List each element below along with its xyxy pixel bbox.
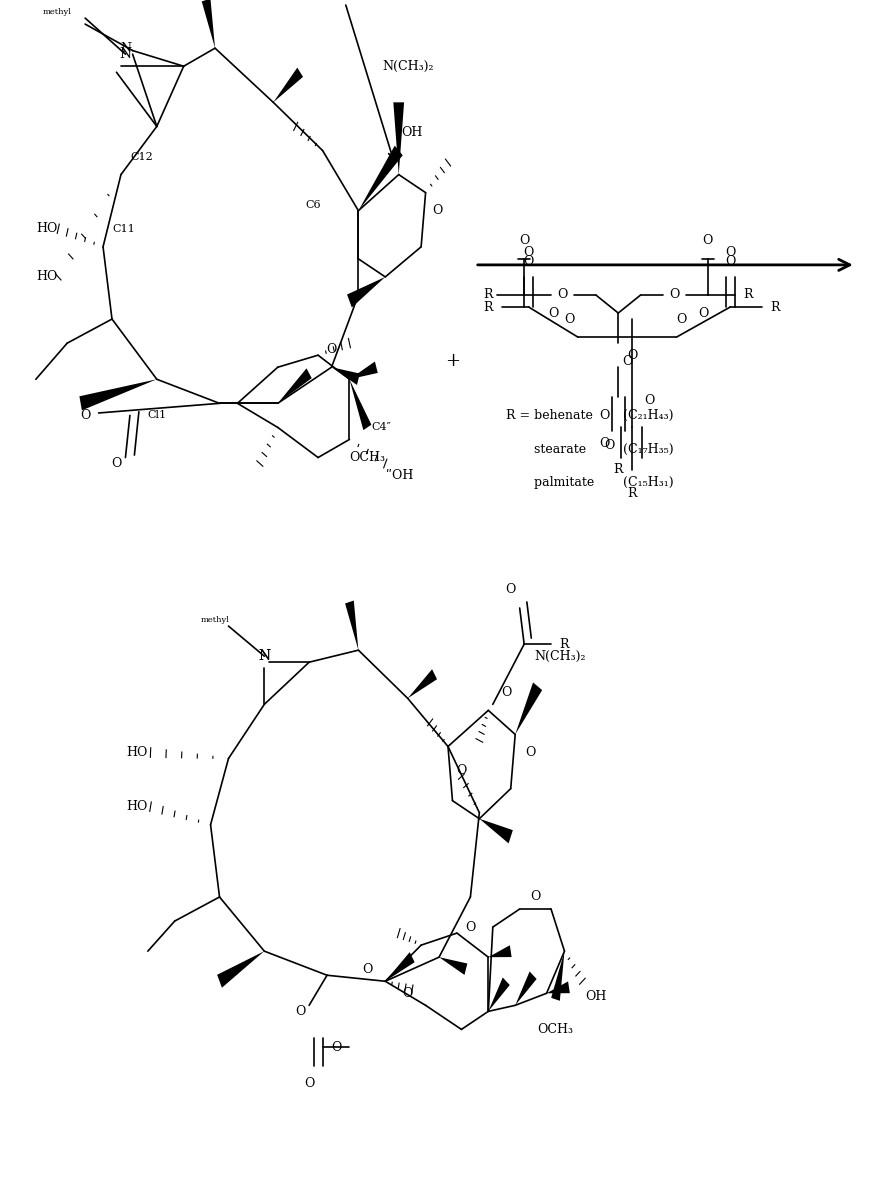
Text: O: O — [501, 686, 512, 698]
Text: N(CH₃)₂: N(CH₃)₂ — [382, 60, 434, 72]
Text: O: O — [622, 355, 633, 367]
Text: O: O — [599, 409, 610, 421]
Text: O: O — [362, 963, 373, 975]
Text: O: O — [564, 313, 574, 325]
Text: (C₂₁H₄₃): (C₂₁H₄₃) — [623, 409, 673, 421]
Text: O: O — [725, 255, 736, 267]
Polygon shape — [273, 67, 303, 102]
Polygon shape — [345, 601, 358, 650]
Polygon shape — [547, 981, 570, 993]
Polygon shape — [202, 0, 215, 48]
Text: O: O — [644, 395, 655, 407]
Polygon shape — [479, 819, 513, 844]
Text: R: R — [560, 638, 569, 650]
Text: N: N — [119, 47, 132, 61]
Text: ʹʹOH: ʹʹOH — [384, 470, 413, 482]
Text: O: O — [456, 765, 467, 777]
Text: OH: OH — [585, 991, 607, 1003]
Polygon shape — [488, 945, 512, 957]
Text: O: O — [523, 247, 534, 259]
Text: O: O — [698, 307, 709, 319]
Text: O: O — [402, 987, 413, 999]
Text: O: O — [676, 313, 686, 325]
Polygon shape — [349, 361, 378, 379]
Polygon shape — [515, 683, 542, 734]
Text: C12: C12 — [130, 152, 152, 161]
Text: O: O — [432, 205, 443, 217]
Polygon shape — [349, 379, 371, 430]
Polygon shape — [551, 951, 564, 1001]
Text: (C₁₅H₃₁): (C₁₅H₃₁) — [623, 477, 674, 489]
Text: O: O — [702, 235, 713, 247]
Polygon shape — [80, 379, 157, 411]
Text: O: O — [599, 437, 610, 449]
Text: O: O — [604, 439, 615, 452]
Text: O: O — [669, 289, 680, 301]
Text: R = behenate: R = behenate — [506, 409, 593, 421]
Text: R: R — [771, 301, 780, 313]
Polygon shape — [217, 951, 264, 987]
Text: palmitate: palmitate — [506, 477, 594, 489]
Text: OH: OH — [401, 126, 423, 138]
Text: N: N — [258, 649, 271, 663]
Text: OCH₃: OCH₃ — [538, 1023, 573, 1035]
Text: stearate: stearate — [506, 443, 586, 455]
Text: methyl: methyl — [201, 616, 229, 624]
Text: R: R — [484, 301, 493, 313]
Text: C4″: C4″ — [372, 423, 392, 432]
Text: +: + — [445, 353, 460, 370]
Polygon shape — [393, 102, 404, 175]
Text: N(CH₃)₂: N(CH₃)₂ — [534, 650, 586, 662]
Text: C11: C11 — [112, 224, 134, 234]
Text: O: O — [557, 289, 568, 301]
Polygon shape — [488, 978, 510, 1011]
Text: OCH₃: OCH₃ — [349, 452, 385, 464]
Text: methyl: methyl — [43, 8, 72, 16]
Text: O: O — [523, 255, 534, 267]
Text: Cl1: Cl1 — [148, 411, 167, 420]
Polygon shape — [515, 972, 537, 1005]
Text: O: O — [519, 235, 530, 247]
Polygon shape — [332, 367, 360, 385]
Text: N: N — [120, 42, 131, 54]
Text: HO: HO — [126, 801, 148, 813]
Polygon shape — [278, 368, 312, 403]
Text: R: R — [627, 488, 636, 500]
Polygon shape — [439, 957, 468, 975]
Text: O: O — [331, 1041, 341, 1054]
Text: R: R — [744, 289, 753, 301]
Text: O: O — [530, 891, 541, 903]
Polygon shape — [385, 952, 415, 981]
Polygon shape — [347, 277, 385, 307]
Text: HO: HO — [36, 271, 57, 283]
Text: O: O — [80, 409, 90, 421]
Text: O: O — [111, 458, 122, 470]
Text: O: O — [627, 349, 638, 361]
Text: HO: HO — [36, 223, 57, 235]
Text: R: R — [484, 289, 493, 301]
Text: O: O — [548, 307, 558, 319]
Text: C6: C6 — [306, 200, 322, 209]
Text: HO: HO — [126, 746, 148, 759]
Text: O: O — [295, 1005, 306, 1017]
Text: O: O — [326, 343, 337, 355]
Polygon shape — [358, 146, 402, 211]
Text: O: O — [525, 746, 536, 759]
Text: O: O — [505, 584, 516, 596]
Text: N: N — [258, 649, 271, 663]
Text: O: O — [304, 1078, 314, 1090]
Text: O: O — [465, 921, 476, 933]
Polygon shape — [408, 669, 437, 698]
Text: O: O — [725, 247, 736, 259]
Text: (C₁₇H₃₅): (C₁₇H₃₅) — [623, 443, 674, 455]
Text: R: R — [614, 464, 623, 476]
